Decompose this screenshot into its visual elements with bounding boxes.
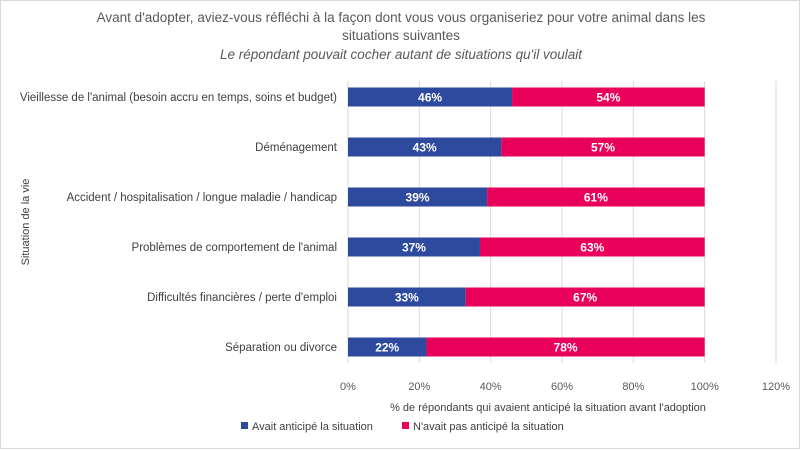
bars: 46% 54% 43% 57% 39% 61% 37% 63% 33% 67% 22% 78% bbox=[348, 87, 705, 357]
data-label: 61% bbox=[584, 191, 608, 205]
x-tick-label: 60% bbox=[551, 381, 573, 393]
data-label: 33% bbox=[395, 291, 419, 305]
legend-label: N'avait pas anticipé la situation bbox=[413, 421, 564, 433]
bar-anticipated bbox=[348, 137, 502, 157]
y-axis-title: Situation de la vie bbox=[20, 179, 32, 266]
x-axis-title: % de répondants qui avaient anticipé la … bbox=[390, 402, 706, 414]
chart-title-line-1: Avant d'adopter, aviez-vous réfléchi à l… bbox=[97, 10, 706, 25]
category-label: Déménagement bbox=[255, 142, 338, 154]
bar-not-anticipated bbox=[487, 187, 705, 207]
legend-label: Avait anticipé la situation bbox=[252, 421, 373, 433]
gridlines bbox=[347, 81, 777, 363]
x-tick-label: 100% bbox=[691, 381, 719, 393]
x-tick-label: 80% bbox=[622, 381, 644, 393]
chart-subtitle: Le répondant pouvait cocher autant de si… bbox=[220, 47, 583, 62]
category-label: Difficultés financières / perte d'emploi bbox=[147, 292, 337, 304]
data-label: 63% bbox=[580, 241, 604, 255]
legend-swatch bbox=[241, 422, 248, 429]
legend-swatch bbox=[402, 422, 409, 429]
bar-anticipated bbox=[348, 87, 513, 107]
bar-anticipated bbox=[348, 187, 488, 207]
bar-not-anticipated bbox=[465, 287, 705, 307]
bar-anticipated bbox=[348, 237, 480, 257]
data-label: 43% bbox=[413, 141, 437, 155]
chart-title-line-2: situations suivantes bbox=[342, 28, 460, 43]
bar-anticipated bbox=[348, 337, 427, 357]
data-label: 39% bbox=[406, 191, 430, 205]
bar-anticipated bbox=[348, 287, 466, 307]
data-label: 67% bbox=[573, 291, 597, 305]
bar-not-anticipated bbox=[501, 137, 705, 157]
bar-not-anticipated bbox=[426, 337, 705, 357]
data-label: 37% bbox=[402, 241, 426, 255]
category-label: Accident / hospitalisation / longue mala… bbox=[67, 192, 337, 204]
data-label: 22% bbox=[375, 341, 399, 355]
x-tick-label: 40% bbox=[480, 381, 502, 393]
data-label: 46% bbox=[418, 91, 442, 105]
data-label: 78% bbox=[554, 341, 578, 355]
bar-not-anticipated bbox=[512, 87, 705, 107]
x-tick-label: 20% bbox=[408, 381, 430, 393]
x-tick-label: 120% bbox=[762, 381, 790, 393]
bar-not-anticipated bbox=[479, 237, 705, 257]
data-label: 57% bbox=[591, 141, 615, 155]
category-label: Problèmes de comportement de l'animal bbox=[132, 242, 337, 254]
x-tick-labels: 0% 20% 40% 60% 80% 100% 120% bbox=[340, 381, 790, 393]
category-label: Vieillesse de l'animal (besoin accru en … bbox=[20, 92, 337, 104]
legend: Avait anticipé la situation N'avait pas a… bbox=[241, 421, 564, 433]
data-label: 54% bbox=[596, 91, 620, 105]
x-tick-label: 0% bbox=[340, 381, 356, 393]
category-label: Séparation ou divorce bbox=[225, 342, 337, 354]
category-labels: Vieillesse de l'animal (besoin accru en … bbox=[20, 92, 338, 354]
